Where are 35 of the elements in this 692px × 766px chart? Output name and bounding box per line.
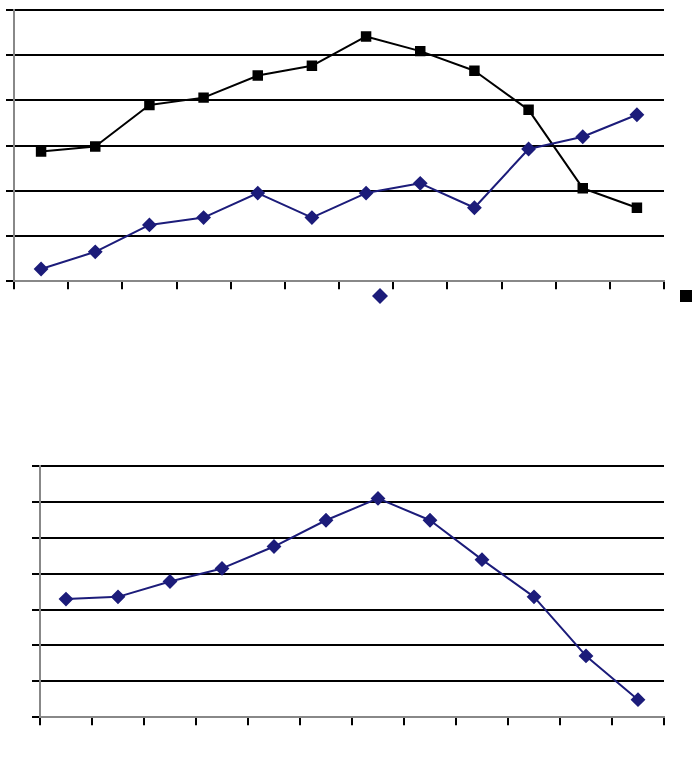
point xyxy=(59,592,73,607)
point xyxy=(215,561,229,576)
point xyxy=(360,31,372,42)
point xyxy=(196,210,211,225)
point xyxy=(423,513,437,528)
point xyxy=(359,186,374,201)
point xyxy=(579,648,593,663)
point xyxy=(415,45,426,57)
point xyxy=(252,70,263,81)
point xyxy=(306,60,318,72)
point xyxy=(575,129,590,144)
point xyxy=(111,589,125,604)
point xyxy=(250,186,265,201)
point xyxy=(267,539,281,554)
point xyxy=(35,146,47,157)
point xyxy=(88,244,103,259)
point xyxy=(527,589,541,604)
point xyxy=(319,513,333,528)
point xyxy=(521,142,536,157)
point xyxy=(523,104,534,116)
point xyxy=(469,65,480,76)
point xyxy=(631,202,643,214)
point xyxy=(142,217,157,232)
point xyxy=(467,200,482,215)
point xyxy=(163,574,177,589)
point xyxy=(577,182,588,194)
point xyxy=(475,552,489,567)
point xyxy=(631,692,645,707)
point xyxy=(629,107,644,122)
point xyxy=(413,176,428,191)
point xyxy=(304,210,319,225)
point xyxy=(90,141,101,152)
point xyxy=(198,92,209,103)
point xyxy=(371,491,385,506)
point xyxy=(34,261,49,276)
